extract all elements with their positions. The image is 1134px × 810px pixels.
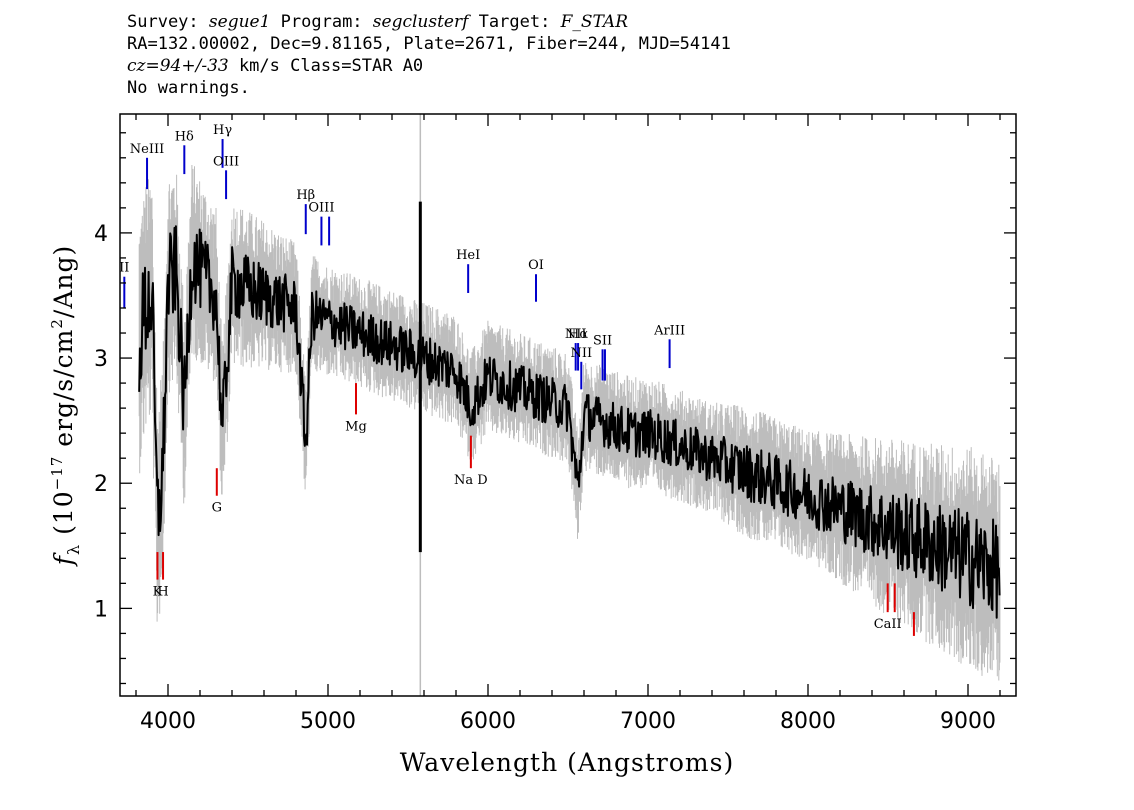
line-label-12: SII	[593, 333, 612, 348]
y-tick-label: 1	[94, 597, 108, 622]
line-label-18: K	[153, 585, 163, 600]
line-label-2: Hγ	[213, 123, 232, 138]
line-label-16: Mg	[345, 419, 367, 434]
line-label-3: OIII	[213, 154, 239, 169]
x-axis-title: Wavelength (Angstroms)	[400, 748, 734, 777]
header-line-3: cz=94+/-33 km/s Class=STAR A0	[127, 55, 731, 77]
line-label-7: HeI	[456, 248, 480, 263]
line-label-9: NII	[565, 327, 587, 342]
y-axis-title-mid: erg/s/cm	[49, 329, 78, 456]
survey-label: Survey:	[127, 12, 199, 32]
line-label-10: Hα	[568, 327, 588, 342]
line-label-15: II	[119, 261, 129, 276]
plot-frame	[119, 113, 1017, 697]
line-label-17: G	[212, 501, 222, 516]
line-label-21: CaII	[874, 617, 902, 632]
survey-value: segue1	[208, 12, 271, 32]
x-tick-label: 8000	[780, 709, 836, 734]
x-tick-label: 7000	[620, 709, 676, 734]
line-label-14: ArIII	[653, 323, 685, 338]
line-label-4: Hβ	[296, 188, 315, 203]
y-axis-title-f: f	[49, 552, 78, 567]
x-tick-label: 4000	[140, 709, 196, 734]
header-line-2: RA=132.00002, Dec=9.81165, Plate=2671, F…	[127, 34, 731, 54]
x-tick-label: 6000	[460, 709, 516, 734]
header-line-1: Survey: segue1 Program: segclusterf Targ…	[127, 11, 731, 33]
y-axis-title: fλ (10−17 erg/s/cm2/Ang)	[48, 245, 83, 568]
x-tick-label: 5000	[300, 709, 356, 734]
y-axis-title-pre: (10	[49, 490, 78, 544]
redshift-value: cz=94+/-33	[127, 56, 229, 76]
line-label-19: H	[157, 585, 168, 600]
error-band	[138, 165, 1001, 681]
y-axis-title-post: /Ang)	[49, 245, 78, 318]
header-line-4: No warnings.	[127, 78, 250, 98]
y-axis-title-sup1: −17	[48, 456, 66, 491]
line-label-11: NII	[570, 346, 592, 361]
y-tick-label: 3	[94, 347, 108, 372]
line-label-0: NeIII	[130, 142, 164, 157]
line-label-8: OI	[528, 258, 544, 273]
program-value: segclusterf	[372, 12, 469, 32]
line-label-5: OIII	[308, 201, 334, 216]
spectrum-header: Survey: segue1 Program: segclusterf Targ…	[127, 11, 731, 99]
y-axis-title-sub: λ	[64, 544, 83, 555]
y-axis-title-sup2: 2	[48, 318, 66, 329]
error-envelope	[138, 165, 1001, 681]
flux-line	[138, 225, 1001, 619]
line-label-1: Hδ	[175, 129, 194, 144]
x-tick-label: 9000	[940, 709, 996, 734]
line-label-20: Na D	[454, 473, 488, 488]
target-label: Target:	[478, 12, 551, 32]
axes: 4000 5000 6000 7000 8000 9000 1 2 3 4	[94, 113, 1017, 734]
class-text: km/s Class=STAR A0	[228, 56, 424, 76]
target-value: F_STAR	[560, 12, 628, 32]
y-tick-label: 4	[94, 222, 108, 247]
flux-layer	[138, 201, 1001, 619]
program-label: Program:	[280, 12, 363, 32]
y-tick-label: 2	[94, 472, 108, 497]
